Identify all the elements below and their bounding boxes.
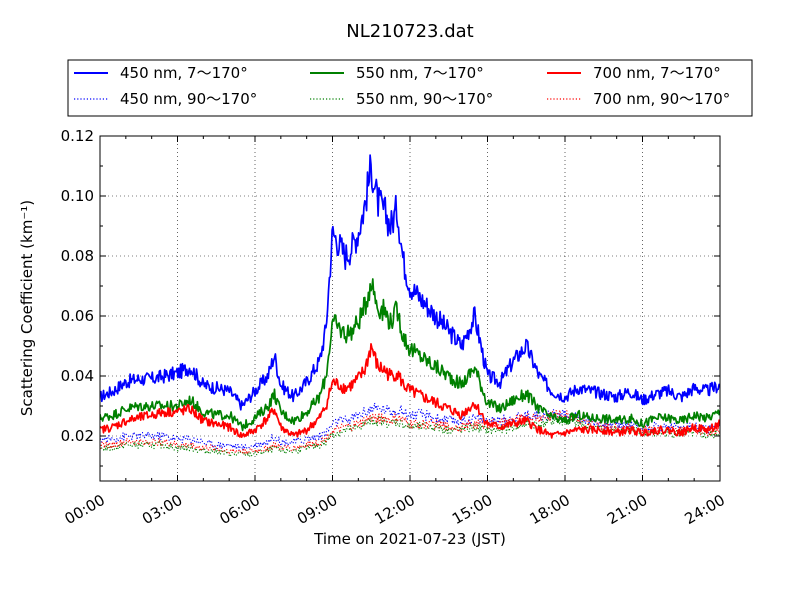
series-line-0	[100, 154, 720, 411]
y-tick-label: 0.04	[61, 367, 94, 385]
y-tick-label: 0.12	[61, 127, 94, 145]
series-line-5	[100, 409, 720, 455]
plot-area	[100, 154, 720, 458]
x-tick-label: 18:00	[527, 491, 573, 528]
x-tick-label: 09:00	[294, 491, 340, 528]
legend-label: 700 nm, 90～170°	[593, 90, 730, 108]
x-tick-label: 00:00	[62, 491, 108, 528]
legend-box	[67, 59, 753, 117]
y-tick-label: 0.02	[61, 427, 94, 445]
x-axis-label: Time on 2021-07-23 (JST)	[313, 530, 506, 548]
x-tick-label: 15:00	[449, 491, 495, 528]
chart-title: NL210723.dat	[346, 21, 473, 42]
x-tick-label: 21:00	[604, 491, 650, 528]
ticks: 0.02 0.04 0.06 0.08 0.10 0.12 00:00 03:00 06:00 0…	[61, 127, 728, 528]
legend-label: 450 nm, 90～170°	[120, 90, 257, 108]
series-line-4	[100, 415, 720, 458]
y-axis-label: Scattering Coefficient (km⁻¹)	[18, 200, 36, 416]
legend-label: 700 nm, 7～170°	[593, 64, 721, 82]
legend: 450 nm, 7～170° 550 nm, 7～170° 700 nm, 7～17…	[74, 64, 730, 108]
legend-label: 550 nm, 90～170°	[356, 90, 493, 108]
x-tick-label: 24:00	[682, 491, 728, 528]
y-tick-label: 0.10	[61, 187, 94, 205]
series-line-2	[100, 342, 720, 439]
series-line-3	[100, 402, 720, 451]
x-tick-label: 06:00	[217, 491, 263, 528]
legend-label: 550 nm, 7～170°	[356, 64, 484, 82]
y-tick-label: 0.08	[61, 247, 94, 265]
y-tick-label: 0.06	[61, 307, 94, 325]
x-tick-label: 12:00	[372, 491, 418, 528]
x-tick-label: 03:00	[139, 491, 185, 528]
series-line-1	[100, 278, 720, 432]
legend-label: 450 nm, 7～170°	[120, 64, 248, 82]
